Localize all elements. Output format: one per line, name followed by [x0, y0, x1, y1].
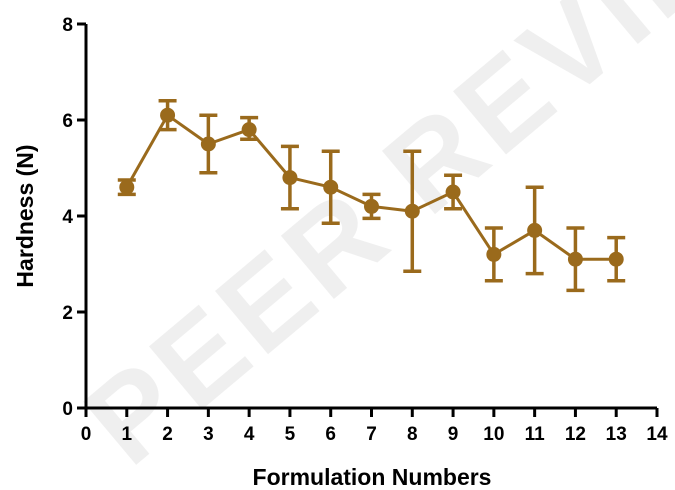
x-tick-label: 12	[565, 424, 586, 445]
y-tick-label: 0	[62, 399, 73, 420]
data-point	[364, 198, 379, 214]
data-point	[200, 136, 216, 152]
x-axis-title: Formulation Numbers	[253, 464, 492, 490]
x-tick-label: 5	[285, 424, 296, 445]
y-tick-label: 8	[62, 15, 73, 36]
data-point	[608, 251, 624, 267]
x-tick-label: 9	[448, 424, 459, 445]
x-tick-label: 0	[81, 424, 92, 445]
x-tick-label: 1	[121, 424, 132, 445]
data-point	[119, 179, 135, 195]
data-point	[160, 107, 176, 123]
data-point	[323, 179, 339, 195]
x-tick-label: 14	[646, 424, 668, 445]
x-tick-label: 13	[606, 424, 627, 445]
y-tick-label: 4	[62, 207, 73, 228]
x-tick-label: 8	[407, 424, 418, 445]
x-tick-label: 10	[483, 424, 504, 445]
x-tick-label: 2	[162, 424, 173, 445]
x-tick-label: 7	[366, 424, 377, 445]
data-point	[567, 251, 583, 267]
y-axis-ticks: 0 2 4 6 8	[62, 15, 86, 420]
watermark: PEER REVIEW	[61, 0, 675, 490]
data-point	[527, 222, 543, 238]
x-tick-label: 11	[525, 424, 546, 445]
y-tick-label: 6	[62, 111, 73, 132]
x-tick-label: 6	[325, 424, 336, 445]
data-point	[282, 170, 298, 186]
x-tick-label: 4	[244, 424, 255, 445]
y-axis-title: Hardness (N)	[12, 144, 38, 287]
series-layer	[117, 99, 626, 293]
x-tick-label: 3	[203, 424, 214, 445]
x-axis-ticks: 0 1 2 3 4 5 6 7 8 9 10 11 12 13 14	[81, 408, 668, 445]
data-point	[241, 122, 257, 138]
data-point	[445, 184, 461, 200]
data-point	[404, 203, 420, 219]
y-tick-label: 2	[62, 303, 73, 324]
data-point	[486, 246, 502, 262]
